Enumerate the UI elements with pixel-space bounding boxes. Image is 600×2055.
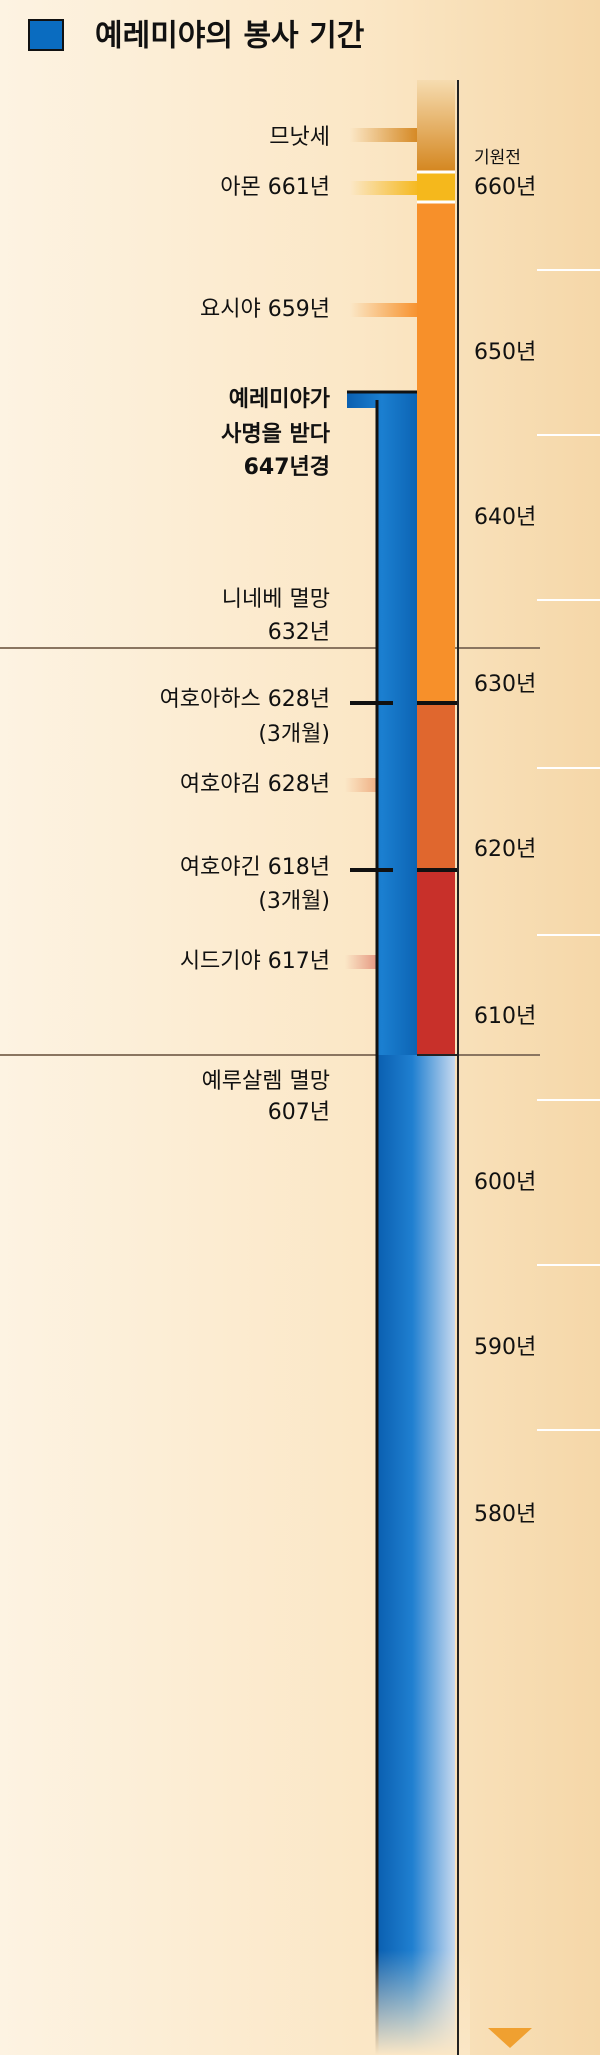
event-label: 632년: [268, 620, 330, 645]
reign-bar: [417, 80, 455, 172]
event-label: 여호야김 628년: [180, 772, 330, 797]
event-label: 여호아하스 628년: [160, 687, 330, 712]
tick-label: 650년: [474, 340, 536, 365]
connector: [350, 181, 420, 195]
tick-label: 580년: [474, 1502, 536, 1527]
event-label: 요시야 659년: [200, 297, 330, 322]
reign-bar: [417, 172, 455, 202]
reign-bar: [417, 705, 455, 869]
event-label: 예루살렘 멸망: [202, 1069, 330, 1094]
axis-label: 기원전: [474, 148, 521, 168]
tick-label: 630년: [474, 672, 536, 697]
fade: [360, 1950, 470, 2055]
reign-separators: [417, 170, 455, 204]
title: 예레미야의 봉사 기간: [95, 19, 365, 54]
event-label: 아몬 661년: [220, 175, 330, 200]
event-label: 예레미야가: [229, 387, 330, 412]
tick-label: 610년: [474, 1004, 536, 1029]
event-label: 647년경: [244, 455, 330, 480]
connector: [350, 128, 420, 142]
connector: [350, 303, 420, 317]
reign-bar: [417, 872, 455, 1055]
minor-lines: [537, 269, 600, 1431]
reign-bar: [417, 202, 455, 702]
jeremiah-bar-tail: [377, 1055, 455, 2055]
event-label: 사명을 받다: [221, 422, 331, 447]
event-label: 므낫세: [269, 125, 330, 150]
event-label: 시드기야 617년: [180, 949, 330, 974]
tick-label: 660년: [474, 175, 536, 200]
event-label: (3개월): [258, 889, 330, 914]
event-label: (3개월): [258, 722, 330, 747]
short-reign-marker: [350, 701, 457, 872]
tick-label: 640년: [474, 505, 536, 530]
tick-label: 590년: [474, 1335, 536, 1360]
event-label: 여호야긴 618년: [180, 855, 330, 880]
tick-label: 600년: [474, 1170, 536, 1195]
bar-edge: [347, 390, 417, 2055]
arrow: [488, 2028, 532, 2048]
tick-label: 620년: [474, 837, 536, 862]
event-label: 607년: [268, 1100, 330, 1125]
title-swatch: [28, 19, 64, 51]
event-label: 니네베 멸망: [222, 587, 330, 612]
